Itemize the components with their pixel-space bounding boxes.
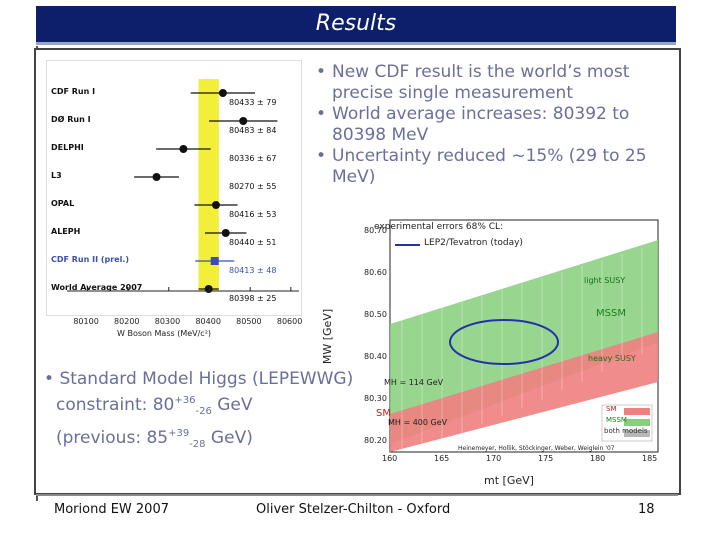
x-tick-label: 165: [434, 454, 450, 463]
footer-rule: [36, 494, 678, 496]
measurement-value: 80270 ± 55: [229, 182, 277, 191]
y-tick-label: 80.60: [364, 268, 387, 277]
x-tick-label: 80300: [154, 317, 181, 326]
y-tick-label: 80.70: [364, 226, 387, 235]
title-bar: Results: [36, 6, 676, 45]
page-number: 18: [638, 502, 655, 517]
experiment-name: CDF Run II (prel.): [51, 255, 130, 264]
measurement-value: 80483 ± 84: [229, 126, 277, 135]
w-mass-plot: CDF Run I 80433 ± 79 DØ Run I 80483 ± 84 DEL…: [46, 60, 302, 338]
footer-center: Oliver Stelzer-Chilton - Oxford: [256, 502, 451, 517]
measurement-point: [210, 257, 219, 265]
y-tick-label: 80.20: [364, 436, 387, 445]
measurement-point: [221, 229, 230, 237]
x-tick-label: 185: [642, 454, 658, 463]
region-label-mh400: MH = 400 GeV: [388, 418, 448, 427]
measurement-value: 80336 ± 67: [229, 154, 277, 163]
measurement-point: [211, 201, 220, 209]
mw-mt-plot-svg: [389, 219, 659, 453]
measurement-value: 80433 ± 79: [229, 98, 277, 107]
region-label-light-susy: light SUSY: [584, 276, 626, 285]
higgs-previous: (previous: 85+39-28 GeV): [56, 428, 253, 450]
x-tick-label: 80600: [276, 317, 303, 326]
key-swatch-sm: [624, 408, 650, 415]
mw-mt-plot: experimental errors 68% CL: LEP2/Tevatro…: [362, 212, 662, 464]
key-label-sm: SM: [606, 405, 617, 413]
experiment-name: World Average 2007: [51, 283, 143, 292]
w-mass-plot-svg: [67, 79, 299, 293]
plot-credit: Heinemeyer, Hollik, Stöckinger, Weber, W…: [458, 445, 615, 452]
key-swatch-both: [624, 430, 650, 437]
slide-title: Results: [315, 11, 397, 36]
x-tick-label: 80200: [114, 317, 140, 326]
x-tick-label: 80400: [195, 317, 221, 326]
x-tick-label: 80500: [236, 317, 262, 326]
x-tick-label: 175: [538, 454, 554, 463]
x-axis-label: W Boson Mass (MeV/c²): [117, 329, 212, 338]
experiment-name: DØ Run I: [51, 115, 91, 124]
experiment-name: L3: [51, 171, 62, 180]
higgs-constraint: constraint: 80+36-26 GeV: [56, 395, 253, 417]
higgs-text: • Standard Model Higgs (LEPEWWG) constra…: [44, 368, 353, 456]
bullet-list: New CDF result is the world’s most preci…: [314, 62, 674, 188]
bullet-item: World average increases: 80392 to 80398 …: [314, 104, 674, 146]
bullet-item: New CDF result is the world’s most preci…: [314, 62, 674, 104]
higgs-heading-text: Standard Model Higgs (LEPEWWG): [59, 369, 354, 389]
measurement-point: [152, 173, 161, 181]
x-tick-label: 170: [486, 454, 502, 463]
key-label-both: both models: [604, 427, 648, 435]
experiment-name: OPAL: [51, 199, 75, 208]
sm-band: [390, 332, 658, 452]
measurement-point: [218, 89, 227, 97]
mssm-band: [390, 240, 658, 444]
y-tick-label: 80.30: [364, 394, 387, 403]
measurement-value: 80440 ± 51: [229, 238, 277, 247]
measurement-point: [204, 285, 213, 293]
footer-left: Moriond EW 2007: [54, 502, 169, 517]
region-label-mssm: MSSM: [596, 308, 626, 319]
x-tick-label: 80100: [73, 317, 99, 326]
y-tick-label: 80.40: [364, 352, 387, 361]
experiment-name: DELPHI: [51, 143, 84, 152]
higgs-heading: • Standard Model Higgs (LEPEWWG): [44, 369, 354, 389]
experiment-name: ALEPH: [51, 227, 81, 236]
region-label-sm: SM: [376, 408, 391, 419]
legend-title: experimental errors 68% CL:: [374, 222, 504, 232]
experiment-name: CDF Run I: [51, 87, 96, 96]
key-label-mssm: MSSM: [606, 416, 627, 424]
key-swatch-mssm: [624, 419, 650, 426]
region-label-heavy-susy: heavy SUSY: [588, 354, 636, 363]
measurement-point: [179, 145, 188, 153]
x-tick-label: 180: [590, 454, 606, 463]
y-tick-label: 80.50: [364, 310, 387, 319]
measurement-value: 80416 ± 53: [229, 210, 277, 219]
x-tick-label: 160: [382, 454, 398, 463]
region-label-mh114: MH = 114 GeV: [384, 378, 444, 387]
measurement-point: [239, 117, 248, 125]
measurement-ellipse: [449, 319, 559, 365]
bullet-item: Uncertainty reduced ~15% (29 to 25 MeV): [314, 146, 674, 188]
measurement-value: 80413 ± 48: [229, 266, 277, 275]
x-axis-label-mt: mt [GeV]: [484, 474, 534, 487]
world-average-band: [198, 79, 219, 291]
y-axis-label: MW [GeV]: [321, 308, 335, 365]
measurement-value: 80398 ± 25: [229, 294, 277, 303]
legend-entry: LEP2/Tevatron (today): [424, 238, 523, 248]
